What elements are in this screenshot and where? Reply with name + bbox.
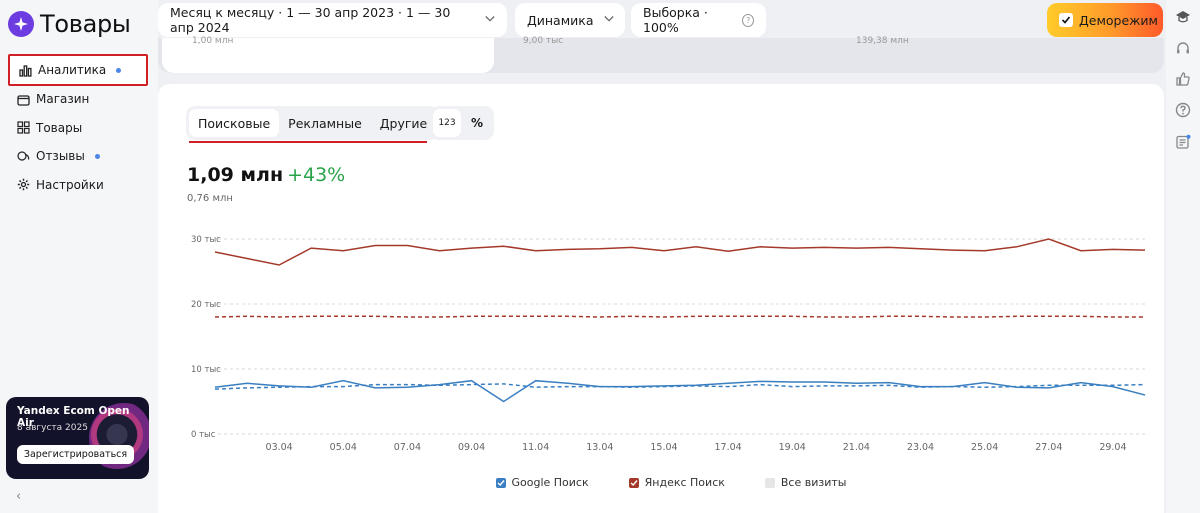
- metric-delta: +43%: [287, 164, 346, 186]
- period-selector[interactable]: Месяц к месяцу · 1 — 30 апр 2023 · 1 — 3…: [158, 3, 507, 37]
- tab-search[interactable]: Поисковые: [189, 109, 280, 137]
- absolute-values-toggle[interactable]: 123: [433, 109, 461, 137]
- demo-mode-button[interactable]: Деморежим: [1047, 3, 1163, 37]
- checkbox-checked-icon[interactable]: [1059, 13, 1073, 27]
- legend-item[interactable]: Яндекс Поиск: [628, 476, 725, 489]
- sidebar-nav: Аналитика Магазин Товары Отзывы: [8, 54, 148, 199]
- app-logo[interactable]: Товары: [8, 10, 131, 38]
- sidebar-item-settings[interactable]: Настройки: [8, 171, 148, 200]
- notification-dot: [94, 153, 100, 159]
- summary-card-active[interactable]: 1,00 млн: [162, 36, 494, 73]
- collapse-sidebar-icon[interactable]: ‹: [16, 489, 22, 504]
- x-tick-label: 25.04: [971, 442, 998, 453]
- y-tick-label: 30 тыс: [191, 235, 221, 245]
- series-line: [214, 238, 1146, 266]
- checkbox-checked-icon[interactable]: [628, 477, 639, 488]
- sidebar: Товары Аналитика Магазин Товары Отз: [0, 0, 158, 513]
- store-icon: [16, 92, 30, 106]
- period-label: Месяц к месяцу · 1 — 30 апр 2023 · 1 — 3…: [170, 5, 451, 35]
- summary-strip: 1,00 млн 9,00 тыс 139,38 млн: [158, 36, 1164, 73]
- grid-icon: [16, 121, 30, 135]
- promo-banner[interactable]: Yandex Ecom Open Air 8 августа 2025 Заре…: [6, 397, 149, 479]
- sidebar-item-label: Товары: [36, 120, 83, 135]
- value-format-toggle: 123 %: [430, 106, 494, 140]
- line-chart: 0 тыс 10 тыс 20 тыс 30 тыс 03.04 05.04 07.04 09…: [191, 235, 1146, 453]
- series-line: [214, 315, 1145, 318]
- promo-title: Yandex Ecom Open Air: [17, 405, 130, 429]
- chart-legend: Google Поиск Яндекс Поиск Все визиты: [158, 476, 1164, 489]
- x-tick-label: 27.04: [1035, 442, 1062, 453]
- traffic-type-tabs: Поисковые Рекламные Другие: [186, 106, 440, 140]
- register-button[interactable]: Зарегистрироваться: [17, 445, 134, 464]
- legend-item[interactable]: Все визиты: [764, 476, 847, 489]
- chart-panel: Поисковые Рекламные Другие 123 % 1,09 мл…: [158, 84, 1164, 513]
- legend-item[interactable]: Google Поиск: [495, 476, 589, 489]
- x-tick-label: 23.04: [907, 442, 934, 453]
- x-tick-label: 29.04: [1099, 442, 1126, 453]
- metric-previous: 0,76 млн: [187, 193, 233, 204]
- metric-value: 1,09 млн +43%: [187, 164, 345, 186]
- x-tick-label: 17.04: [715, 442, 742, 453]
- checkbox-checked-icon[interactable]: [495, 477, 506, 488]
- promo-date: 8 августа 2025: [17, 423, 88, 433]
- app-title: Товары: [40, 10, 131, 38]
- y-tick-label: 20 тыс: [191, 300, 221, 310]
- sidebar-item-label: Настройки: [36, 177, 104, 192]
- metric-current: 1,09 млн: [187, 164, 284, 186]
- legend-label: Яндекс Поиск: [644, 476, 725, 489]
- series-line: [214, 383, 1146, 390]
- headset-icon[interactable]: [1174, 40, 1192, 58]
- sidebar-item-label: Аналитика: [38, 63, 107, 77]
- x-tick-label: 19.04: [779, 442, 806, 453]
- news-icon[interactable]: [1174, 133, 1192, 151]
- x-tick-label: 09.04: [458, 442, 485, 453]
- x-tick-label: 07.04: [394, 442, 421, 453]
- help-circle-icon[interactable]: [1174, 101, 1192, 119]
- percent-values-toggle[interactable]: %: [470, 116, 484, 130]
- summary-value: 1,00 млн: [192, 36, 234, 46]
- sidebar-item-label: Отзывы: [36, 149, 85, 164]
- thumbs-up-icon[interactable]: [1174, 70, 1192, 88]
- legend-label: Google Поиск: [511, 476, 589, 489]
- checkbox-unchecked-icon[interactable]: [764, 477, 775, 488]
- demo-mode-label: Деморежим: [1079, 12, 1158, 28]
- x-tick-label: 21.04: [843, 442, 870, 453]
- mode-label: Динамика: [527, 12, 594, 28]
- tab-ads[interactable]: Рекламные: [288, 115, 362, 131]
- star-logo-icon: [8, 11, 34, 37]
- tab-other[interactable]: Другие: [379, 115, 428, 131]
- y-tick-label: 0 тыс: [191, 430, 216, 440]
- x-tick-label: 13.04: [586, 442, 613, 453]
- graduation-cap-icon[interactable]: [1174, 8, 1192, 26]
- summary-value: 9,00 тыс: [523, 36, 564, 46]
- summary-value: 139,38 млн: [856, 36, 909, 46]
- sidebar-item-reviews[interactable]: Отзывы: [8, 142, 148, 171]
- gear-icon: [16, 178, 30, 192]
- chevron-down-icon: [485, 15, 495, 25]
- x-tick-label: 03.04: [266, 442, 293, 453]
- sample-label: Выборка · 100%: [643, 5, 708, 35]
- mode-selector[interactable]: Динамика: [515, 3, 625, 37]
- bar-chart-icon: [18, 63, 32, 77]
- x-tick-label: 05.04: [330, 442, 357, 453]
- x-tick-label: 11.04: [522, 442, 549, 453]
- sidebar-item-analytics[interactable]: Аналитика: [8, 54, 148, 86]
- chat-icon: [16, 149, 30, 163]
- chevron-down-icon: [603, 15, 614, 25]
- highlight-underline: [189, 141, 427, 143]
- notification-dot: [116, 67, 122, 73]
- help-icon[interactable]: ?: [742, 13, 754, 27]
- y-tick-label: 10 тыс: [191, 365, 221, 375]
- sidebar-item-store[interactable]: Магазин: [8, 85, 148, 114]
- right-rail: [1166, 0, 1200, 513]
- series-line: [214, 379, 1146, 403]
- sample-selector[interactable]: Выборка · 100% ?: [631, 3, 766, 37]
- sidebar-item-products[interactable]: Товары: [8, 114, 148, 143]
- legend-label: Все визиты: [780, 476, 847, 489]
- x-tick-label: 15.04: [650, 442, 677, 453]
- sidebar-item-label: Магазин: [36, 92, 90, 107]
